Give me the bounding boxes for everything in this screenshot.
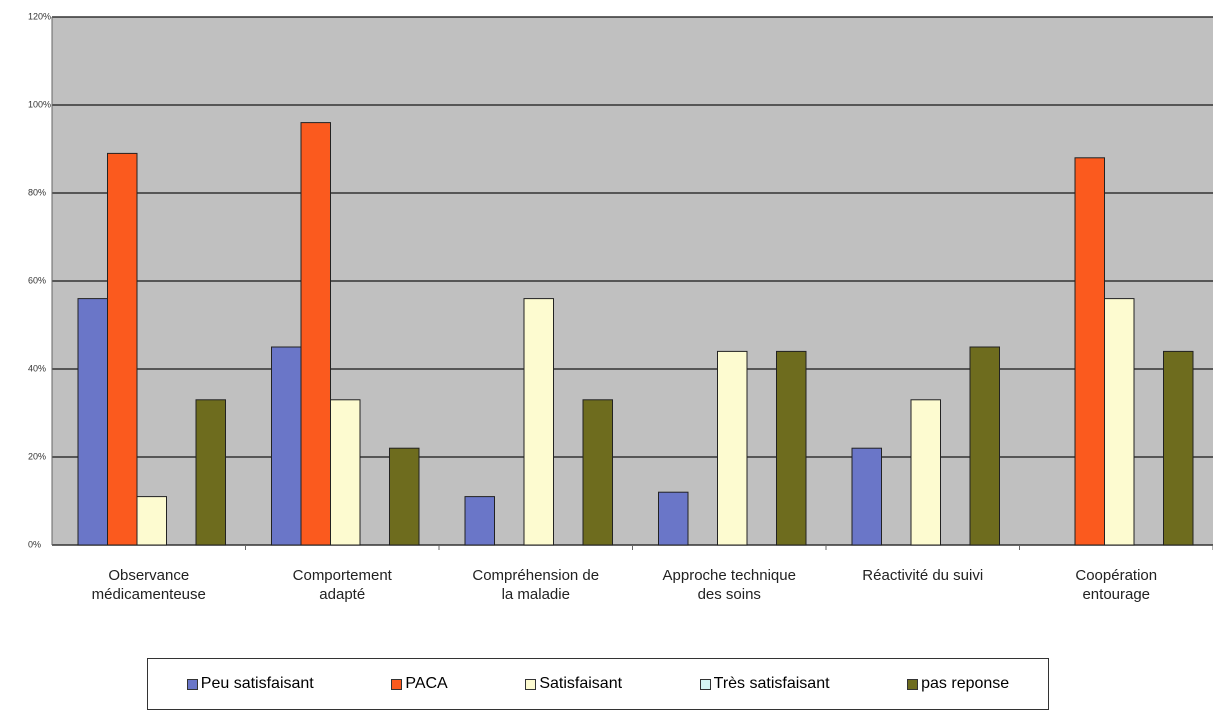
x-tick-label: Observance médicamenteuse [91, 567, 206, 603]
legend-item: PACA [391, 675, 448, 693]
legend-swatch [699, 678, 711, 690]
y-tick-label: 60% [28, 275, 46, 285]
x-tick-label: Compréhension de la maladie [472, 567, 600, 603]
bar [1104, 298, 1135, 546]
legend-label: Satisfaisant [539, 675, 623, 692]
bar [582, 399, 613, 546]
bar [523, 298, 554, 546]
x-tick-label: Réactivité du suivi [862, 567, 984, 584]
legend-label: Peu satisfaisant [200, 675, 314, 692]
bar [717, 350, 748, 546]
y-tick-label: 40% [28, 363, 46, 373]
bar [1163, 350, 1194, 546]
x-tick-label: Approche technique des soins [662, 567, 796, 603]
y-tick-label: 120% [28, 11, 51, 21]
bar [107, 152, 138, 546]
bar [271, 346, 302, 546]
legend-swatch [391, 678, 403, 690]
bar [776, 350, 807, 546]
bar [851, 447, 882, 546]
bar [658, 491, 689, 546]
bar [969, 346, 1000, 546]
bar [136, 496, 167, 546]
legend-swatch [525, 678, 537, 690]
x-tick-label: Comportement adapté [292, 567, 392, 603]
bar [300, 122, 331, 546]
legend: Peu satisfaisant PACA Satisfaisant Très sat… [147, 658, 1049, 710]
bar [464, 496, 495, 546]
y-tick-label: 80% [28, 187, 46, 197]
legend-item: Satisfaisant [525, 675, 622, 693]
bar [195, 399, 226, 546]
legend-label: PACA [405, 675, 448, 692]
legend-label: pas reponse [921, 675, 1010, 692]
y-tick-label: 20% [28, 451, 46, 461]
bar [1074, 157, 1105, 546]
x-tick-label: Coopération entourage [1075, 567, 1158, 603]
legend-item: Très satisfaisant [699, 675, 830, 693]
bar [330, 399, 361, 546]
bar [77, 298, 108, 546]
legend-item: Peu satisfaisant [186, 675, 314, 693]
bar [389, 447, 420, 546]
legend-label: Très satisfaisant [713, 675, 830, 692]
y-tick-label: 0% [28, 539, 41, 549]
y-tick-label: 100% [28, 99, 51, 109]
legend-item: pas reponse [907, 675, 1009, 693]
bar [910, 399, 941, 546]
legend-swatch [186, 678, 198, 690]
legend-swatch [907, 678, 919, 690]
